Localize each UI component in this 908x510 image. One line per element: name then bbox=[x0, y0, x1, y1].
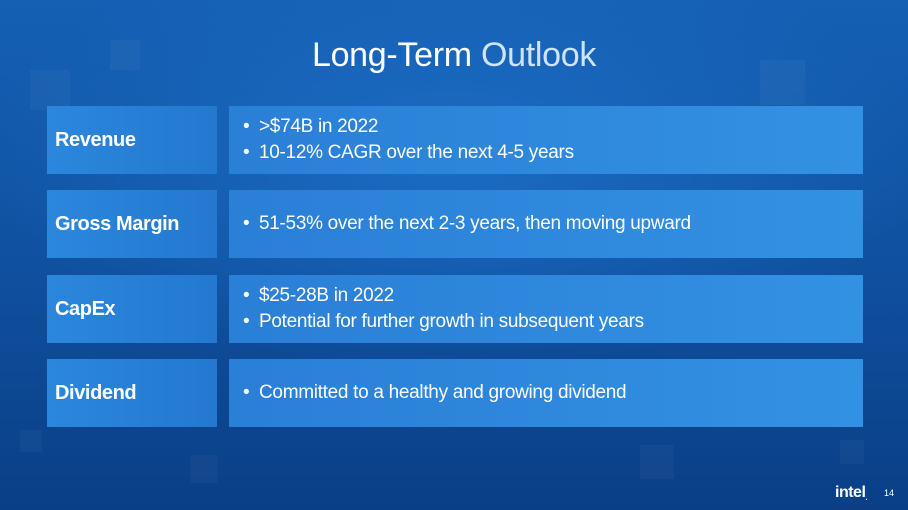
bullet-text: >$74B in 2022 bbox=[259, 116, 379, 137]
bullet-dot-icon: • bbox=[243, 213, 250, 234]
row-label: Revenue bbox=[55, 128, 136, 151]
bullet-text: Potential for further growth in subseque… bbox=[259, 311, 644, 332]
background-texture bbox=[30, 70, 70, 110]
bullet-item: • Committed to a healthy and growing divi… bbox=[243, 380, 863, 406]
background-texture bbox=[840, 440, 864, 464]
bullet-dot-icon: • bbox=[243, 311, 250, 332]
row-content-cell: • Committed to a healthy and growing divi… bbox=[229, 359, 863, 427]
row-content-cell: • $25-28B in 2022 • Potential for further … bbox=[229, 275, 863, 343]
bullet-dot-icon: • bbox=[243, 382, 250, 403]
bullet-text: 51-53% over the next 2-3 years, then mov… bbox=[259, 213, 691, 234]
slide-title: Long-Term Outlook bbox=[0, 36, 908, 75]
row-label: CapEx bbox=[55, 297, 116, 320]
bullet-item: • 51-53% over the next 2-3 years, then mo… bbox=[243, 211, 863, 237]
logo-text: intel bbox=[835, 484, 866, 501]
bullet-text: 10-12% CAGR over the next 4-5 years bbox=[259, 142, 574, 163]
intel-logo: intel. bbox=[835, 484, 868, 502]
row-label-cell: Gross Margin bbox=[47, 190, 217, 258]
background-texture bbox=[190, 455, 218, 483]
bullet-dot-icon: • bbox=[243, 142, 250, 163]
background-texture bbox=[640, 445, 674, 479]
title-main: Long-Term bbox=[311, 36, 472, 74]
bullet-item: • $25-28B in 2022 bbox=[243, 283, 863, 309]
bullet-dot-icon: • bbox=[243, 285, 250, 306]
bullet-text: Committed to a healthy and growing divid… bbox=[259, 382, 627, 403]
outlook-row-dividend: Dividend • Committed to a healthy and gro… bbox=[47, 359, 863, 427]
outlook-row-revenue: Revenue • >$74B in 2022 • 10-12% CAGR over… bbox=[47, 106, 863, 174]
row-label: Dividend bbox=[55, 381, 137, 404]
bullet-item: • 10-12% CAGR over the next 4-5 years bbox=[243, 140, 863, 166]
row-label-cell: Revenue bbox=[47, 106, 217, 174]
row-content-cell: • >$74B in 2022 • 10-12% CAGR over the nex… bbox=[229, 106, 863, 174]
bullet-item: • Potential for further growth in subsequ… bbox=[243, 309, 863, 335]
outlook-row-capex: CapEx • $25-28B in 2022 • Potential for fu… bbox=[47, 275, 863, 343]
background-texture bbox=[20, 430, 42, 452]
row-content-cell: • 51-53% over the next 2-3 years, then mo… bbox=[229, 190, 863, 258]
outlook-row-gross-margin: Gross Margin • 51-53% over the next 2-3 y… bbox=[47, 190, 863, 258]
bullet-text: $25-28B in 2022 bbox=[259, 285, 394, 306]
bullet-dot-icon: • bbox=[243, 116, 250, 137]
bullet-item: • >$74B in 2022 bbox=[243, 114, 863, 140]
page-number: 14 bbox=[884, 488, 895, 498]
logo-mark: . bbox=[865, 493, 868, 502]
title-accent: Outlook bbox=[480, 36, 597, 74]
row-label-cell: CapEx bbox=[47, 275, 217, 343]
row-label: Gross Margin bbox=[55, 212, 180, 235]
row-label-cell: Dividend bbox=[47, 359, 217, 427]
